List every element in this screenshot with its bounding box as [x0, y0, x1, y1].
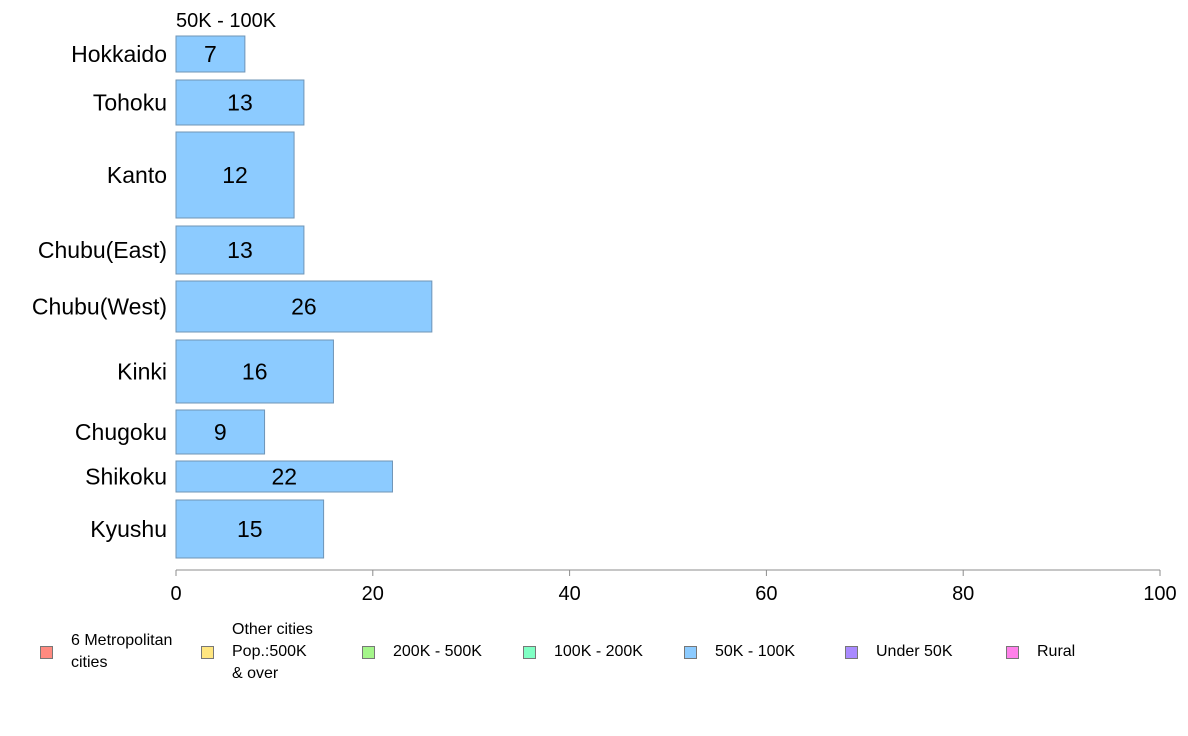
bar-tohoku: [175, 79, 305, 126]
legend-item: 50K - 100K: [684, 612, 795, 692]
bar-kyushu: [175, 499, 325, 559]
category-label-chugoku: Chugoku: [75, 419, 167, 445]
legend-label: 100K - 200K: [554, 643, 643, 660]
x-tick-label: 60: [755, 583, 777, 605]
category-label-kanto: Kanto: [107, 162, 167, 188]
legend-label: Under 50K: [876, 643, 953, 660]
x-tick-label: 0: [170, 583, 181, 605]
chart-title: 50K - 100K: [176, 10, 277, 32]
bar-chubu-east: [175, 225, 305, 275]
legend-swatch: [201, 645, 214, 659]
legend-swatch: [523, 645, 536, 659]
category-label-chubu-west: Chubu(West): [32, 294, 167, 320]
category-label-kyushu: Kyushu: [90, 516, 167, 542]
legend-swatch: [362, 645, 375, 659]
legend-item: 100K - 200K: [523, 612, 643, 692]
bar-kinki: [175, 339, 334, 404]
legend-swatch: [40, 645, 53, 659]
legend-label: 6 Metropolitan cities: [71, 632, 173, 671]
category-label-hokkaido: Hokkaido: [71, 41, 167, 67]
x-tick-label: 20: [362, 583, 384, 605]
bar-kanto: [175, 131, 295, 219]
legend-label: 50K - 100K: [715, 643, 796, 660]
data-label-chubu-west: 26: [291, 294, 317, 320]
data-label-kyushu: 15: [237, 516, 263, 542]
x-tick-label: 100: [1143, 583, 1176, 605]
legend-item: Rural: [1006, 612, 1075, 692]
x-tick-label: 80: [952, 583, 974, 605]
data-label-kanto: 12: [222, 162, 248, 188]
category-label-kinki: Kinki: [117, 359, 167, 385]
data-label-tohoku: 13: [227, 90, 253, 116]
bar-chart: 50K - 100K 7 13 12 13 26 16 9 22 15 Hokkaido Toho…: [32, 10, 1177, 605]
legend-label: Rural: [1037, 643, 1076, 660]
category-label-shikoku: Shikoku: [85, 464, 167, 490]
data-label-hokkaido: 7: [204, 41, 217, 67]
bar-hokkaido: [175, 35, 246, 73]
bars-group: 7 13 12 13 26 16 9 22 15: [175, 35, 433, 559]
x-tick-label: 40: [558, 583, 580, 605]
x-axis: 0 20 40 60 80 100: [170, 569, 1177, 605]
category-label-chubu-east: Chubu(East): [38, 237, 167, 263]
legend-item: 6 Metropolitan cities: [40, 612, 172, 692]
legend-item: Under 50K: [845, 612, 953, 692]
legend-swatch: [684, 645, 697, 659]
data-label-chubu-east: 13: [227, 237, 253, 263]
data-label-chugoku: 9: [214, 419, 227, 445]
bar-chubu-west: [175, 280, 433, 333]
category-labels: Hokkaido Tohoku Kanto Chubu(East) Chubu(West…: [32, 41, 167, 542]
data-label-kinki: 16: [242, 359, 268, 385]
bar-chugoku: [175, 409, 266, 455]
legend: 6 Metropolitan cities Other cities Pop.:5…: [0, 612, 1188, 702]
data-label-shikoku: 22: [271, 464, 297, 490]
legend-item: 200K - 500K: [362, 612, 482, 692]
legend-label: Other cities Pop.:500K & over: [232, 621, 313, 682]
legend-swatch: [845, 645, 858, 659]
legend-swatch: [1006, 645, 1019, 659]
legend-item: Other cities Pop.:500K & over: [201, 612, 313, 692]
category-label-tohoku: Tohoku: [93, 90, 167, 116]
legend-label: 200K - 500K: [393, 643, 482, 660]
bar-shikoku: [175, 460, 393, 493]
